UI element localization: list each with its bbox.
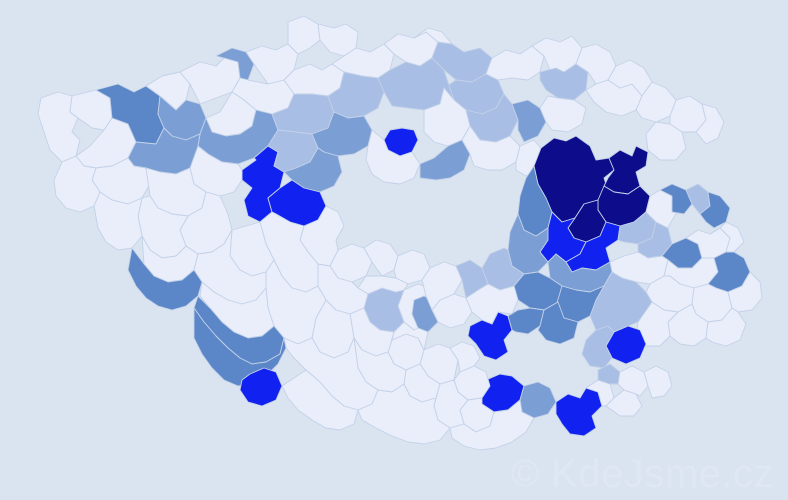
district-region[interactable] <box>281 369 359 431</box>
district-region[interactable] <box>245 43 299 85</box>
district-region[interactable] <box>617 365 649 397</box>
district-region[interactable] <box>365 129 421 185</box>
copyright-icon: © <box>511 453 540 495</box>
district-region[interactable] <box>391 321 429 351</box>
district-region[interactable] <box>659 183 693 215</box>
district-region[interactable] <box>519 381 557 419</box>
district-region[interactable] <box>695 103 725 145</box>
district-region[interactable] <box>511 99 547 143</box>
district-region[interactable] <box>485 45 545 81</box>
region-group-silesia[interactable] <box>581 251 763 369</box>
region-group-east-bohemia[interactable] <box>365 87 587 185</box>
district-region[interactable] <box>357 383 451 445</box>
district-region[interactable] <box>421 261 463 311</box>
region-group-west[interactable] <box>37 71 207 169</box>
region-group-moravia-central[interactable] <box>363 213 653 361</box>
district-region[interactable] <box>699 191 731 229</box>
district-region[interactable] <box>283 147 343 193</box>
district-region[interactable] <box>93 191 143 251</box>
district-region[interactable] <box>455 259 489 299</box>
district-region[interactable] <box>449 399 535 451</box>
district-region[interactable] <box>287 15 321 55</box>
region-group-north[interactable] <box>431 35 725 161</box>
district-region[interactable] <box>449 341 481 373</box>
region-group-south-bohemia[interactable] <box>93 191 535 451</box>
region-group-northeast-dark[interactable] <box>533 135 651 243</box>
district-region[interactable] <box>555 387 603 437</box>
district-region[interactable] <box>709 221 745 253</box>
district-region[interactable] <box>643 365 673 399</box>
region-group-northwest[interactable] <box>179 15 453 115</box>
district-region[interactable] <box>645 121 687 161</box>
watermark-text: KdeJsme.cz <box>551 452 774 496</box>
watermark: © KdeJsme.cz <box>511 454 774 494</box>
district-region[interactable] <box>603 145 649 195</box>
district-region[interactable] <box>461 125 521 171</box>
region-group-central[interactable] <box>53 57 455 227</box>
district-region[interactable] <box>539 95 587 133</box>
district-region[interactable] <box>193 307 287 387</box>
district-region[interactable] <box>419 139 471 181</box>
district-region[interactable] <box>239 367 283 407</box>
district-region[interactable] <box>537 301 579 345</box>
district-region[interactable] <box>705 307 747 347</box>
region-group-south-moravia[interactable] <box>387 333 673 437</box>
